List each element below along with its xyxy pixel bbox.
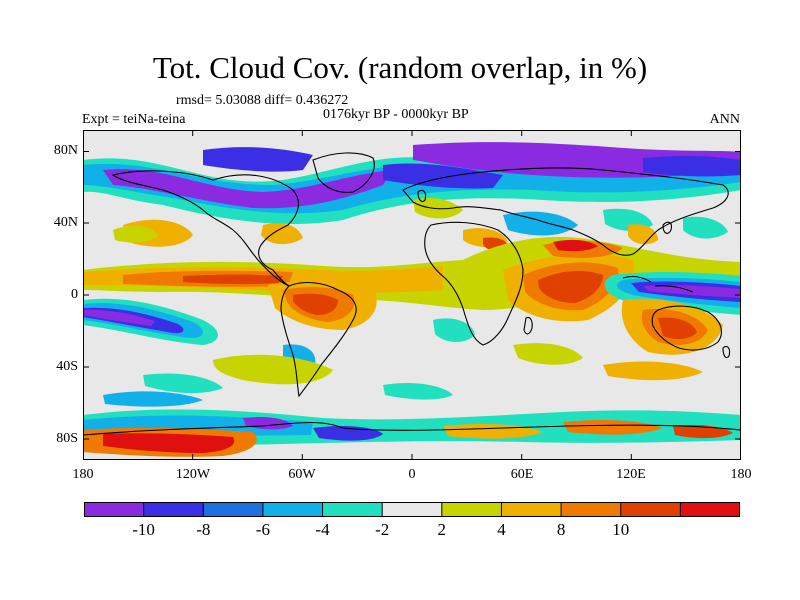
colorbar-label-4: 4 bbox=[497, 520, 506, 539]
east-pacific-negative-tongue bbox=[83, 298, 218, 345]
colorbar-label-2: 2 bbox=[437, 520, 447, 539]
colorbar-cell-5 bbox=[382, 502, 443, 517]
plot-title: Tot. Cloud Cov. (random overlap, in %) bbox=[152, 50, 648, 85]
coastlines bbox=[83, 152, 741, 436]
colorbar-label-neg4: -4 bbox=[315, 520, 330, 539]
lon-label-0: 0 bbox=[408, 467, 416, 482]
colorbar-cell-4 bbox=[322, 502, 383, 517]
map-frame bbox=[83, 130, 741, 460]
season-label: ANN bbox=[709, 112, 740, 127]
colorbar-cell-8 bbox=[561, 502, 622, 517]
lat-label-40n: 40N bbox=[53, 215, 78, 230]
arctic-negative-band bbox=[83, 142, 741, 225]
colorbar-label-neg6: -6 bbox=[255, 520, 270, 539]
colorbar-label-neg8: -8 bbox=[196, 520, 211, 539]
colorbar-cell-10 bbox=[680, 502, 740, 517]
coast-madagascar bbox=[523, 316, 533, 335]
colorbar bbox=[84, 502, 740, 517]
coast-africa bbox=[424, 221, 524, 346]
colorbar-cell-3 bbox=[262, 502, 323, 517]
antarctic-band bbox=[83, 409, 741, 457]
colorbar-cell-1 bbox=[143, 502, 204, 517]
coast-eurasia bbox=[402, 167, 729, 256]
lon-label-120e: 120E bbox=[616, 467, 646, 482]
lon-label-60e: 60E bbox=[510, 467, 534, 482]
coast-antarctica bbox=[83, 421, 741, 436]
colorbar-label-neg2: -2 bbox=[375, 520, 390, 539]
lat-label-80n: 80N bbox=[53, 143, 78, 158]
south-hemisphere-patches bbox=[103, 298, 723, 407]
cloud-cover-map bbox=[83, 130, 741, 460]
coast-greenland bbox=[312, 152, 375, 193]
coast-south-america bbox=[280, 281, 357, 398]
north-midlat-patches bbox=[113, 198, 728, 251]
colorbar-label-10: 10 bbox=[612, 520, 630, 539]
coast-japan bbox=[662, 221, 672, 234]
coast-australia bbox=[651, 305, 722, 351]
lat-label-80s: 80S bbox=[56, 431, 78, 446]
coast-new-zealand bbox=[722, 345, 731, 359]
colorbar-label-8: 8 bbox=[556, 520, 566, 539]
colorbar-cell-6 bbox=[441, 502, 502, 517]
coast-indonesia bbox=[622, 276, 694, 293]
lon-label-180e: 180 bbox=[730, 467, 752, 482]
pacific-negative-tongue bbox=[604, 272, 741, 315]
lat-label-40s: 40S bbox=[56, 359, 78, 374]
colorbar-cell-9 bbox=[620, 502, 681, 517]
rmsd-label: rmsd= 5.03088 diff= 0.436272 bbox=[176, 93, 349, 108]
coast-uk bbox=[417, 189, 427, 203]
colorbar-cell-0 bbox=[84, 502, 144, 517]
colorbar-cell-7 bbox=[501, 502, 562, 517]
lon-label-120w: 120W bbox=[175, 467, 211, 482]
lon-label-180w: 180 bbox=[72, 467, 94, 482]
coast-north-america bbox=[111, 170, 299, 287]
lat-label-eq: 0 bbox=[71, 287, 78, 302]
experiment-label: Expt = teiNa-teina bbox=[82, 112, 186, 127]
lon-label-60w: 60W bbox=[288, 467, 316, 482]
period-label: 0176kyr BP - 0000kyr BP bbox=[323, 107, 469, 122]
colorbar-label-neg10: -10 bbox=[132, 520, 155, 539]
colorbar-cell-2 bbox=[203, 502, 264, 517]
tropical-positive-belt bbox=[83, 236, 741, 330]
